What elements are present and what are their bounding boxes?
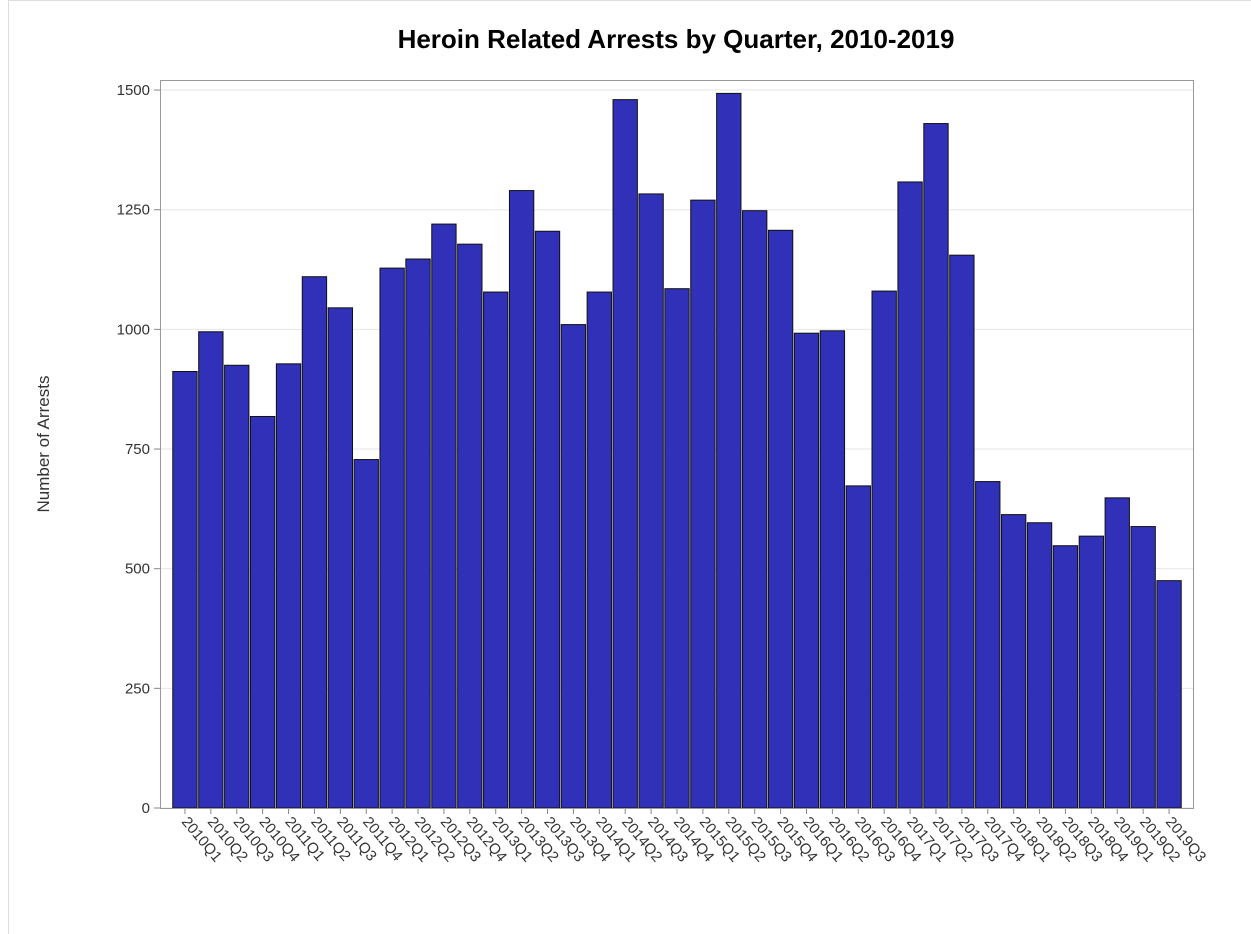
bar [560, 324, 587, 809]
outer-border [8, 0, 1251, 934]
bar [301, 276, 328, 809]
plot-frame [160, 80, 1194, 809]
y-tick-label: 750 [125, 441, 150, 458]
bar [767, 229, 794, 809]
bar [172, 370, 198, 809]
bar [249, 415, 276, 809]
bar [431, 223, 457, 809]
bar [975, 481, 1001, 809]
y-tick-label: 500 [125, 561, 150, 578]
bar [664, 288, 690, 809]
bar [353, 459, 379, 809]
bar [690, 199, 716, 809]
bar [534, 230, 561, 809]
bar [1104, 497, 1130, 809]
bar [1156, 580, 1182, 809]
bar [742, 210, 768, 809]
bar [1000, 514, 1027, 809]
bar [1026, 522, 1053, 809]
bar [819, 330, 846, 809]
bar [379, 267, 405, 809]
bar [1130, 526, 1156, 809]
y-tick-label: 1250 [117, 202, 150, 219]
bar [198, 331, 224, 809]
y-tick-label: 1000 [117, 321, 150, 338]
bar [586, 291, 612, 809]
bar [716, 92, 742, 809]
bar [275, 363, 302, 809]
bar [949, 254, 975, 809]
y-axis-label: Number of Arrests [34, 376, 53, 513]
bar [871, 290, 897, 809]
bar [793, 332, 820, 809]
bar [224, 364, 250, 809]
y-tick-label: 1500 [117, 82, 150, 99]
bar [638, 193, 664, 809]
bar [1052, 545, 1079, 809]
bar [612, 99, 638, 809]
y-tick-label: 250 [125, 680, 150, 697]
bar [483, 291, 509, 809]
chart-title: Heroin Related Arrests by Quarter, 2010-… [398, 24, 955, 54]
bar [897, 181, 923, 809]
bar [327, 307, 354, 809]
bar [405, 258, 431, 809]
bar [923, 123, 949, 809]
bar [1078, 535, 1105, 809]
bar [457, 243, 483, 809]
y-tick-label: 0 [142, 800, 150, 817]
bar [508, 190, 535, 809]
bar [845, 485, 871, 809]
